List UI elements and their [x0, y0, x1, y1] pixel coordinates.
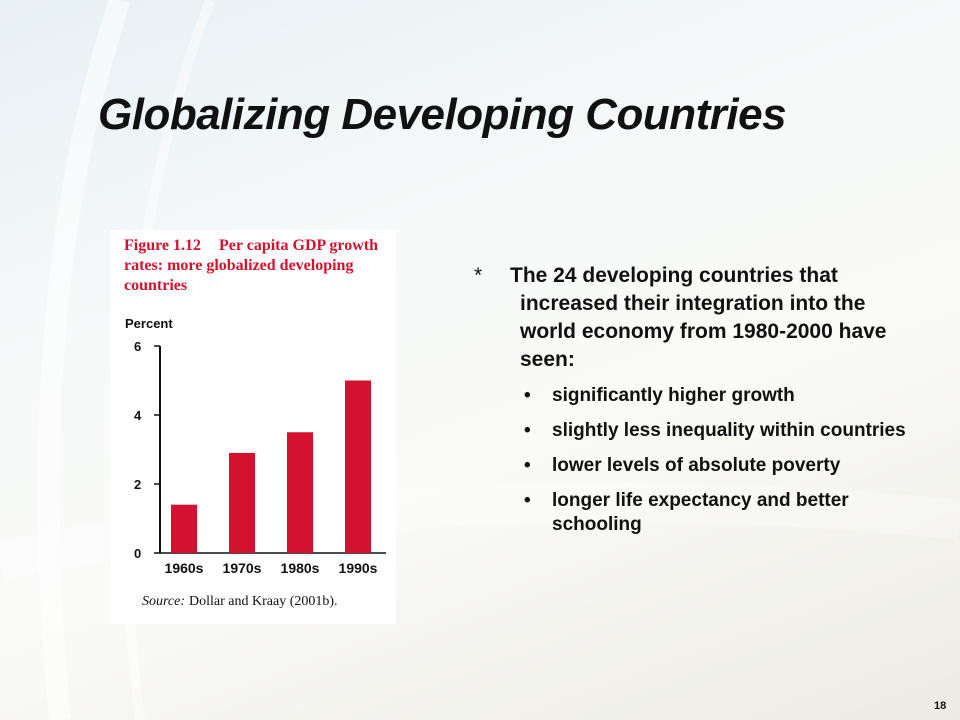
bullet-text: slightly less inequality within countrie… [552, 420, 906, 441]
y-tick-label: 6 [134, 339, 141, 354]
bullet-marker: • [524, 420, 531, 441]
bullet-marker: • [524, 385, 531, 406]
bar-1960s [171, 504, 197, 553]
x-tick-label: 1990s [339, 560, 378, 576]
source-label: Source: [142, 594, 186, 609]
content-text: * The 24 developing countries that incre… [474, 262, 924, 548]
chart-figure: Figure 1.12 Per capita GDP growth rates: … [110, 230, 396, 624]
bullet-item: • slightly less inequality within countri… [474, 419, 924, 443]
slide-title: Globalizing Developing Countries [98, 90, 787, 139]
figure-number: Figure 1.12 [124, 237, 202, 254]
bar-1970s [229, 452, 255, 553]
figure-caption-text: Per capita GDP growth rates: more global… [124, 237, 378, 294]
lead-paragraph: * The 24 developing countries that incre… [474, 262, 924, 374]
y-tick-label: 4 [134, 408, 142, 423]
figure-source: Source: Dollar and Kraay (2001b). [142, 594, 338, 610]
bullet-item: • significantly higher growth [474, 384, 924, 408]
x-tick-label: 1960s [165, 560, 204, 576]
x-tick-label: 1970s [223, 560, 262, 576]
figure-caption: Figure 1.12 Per capita GDP growth rates: … [124, 236, 389, 296]
lead-marker: * [474, 264, 483, 287]
lead-text: The 24 developing countries that increas… [510, 264, 887, 371]
bullet-text: longer life expectancy and better school… [552, 490, 849, 535]
bullet-marker: • [524, 455, 531, 476]
bar-chart: Percent 0 2 4 6 1960s 1970s 1980s 1990s [125, 316, 386, 576]
bar-1980s [287, 432, 313, 553]
y-tick-label: 2 [134, 477, 141, 492]
y-axis-label: Percent [125, 316, 173, 331]
bullet-list: • significantly higher growth • slightly l… [474, 384, 924, 537]
page-number: 18 [934, 700, 947, 712]
bullet-text: lower levels of absolute poverty [552, 455, 841, 476]
bullet-text: significantly higher growth [552, 385, 795, 406]
x-tick-label: 1980s [281, 560, 320, 576]
bullet-item: • longer life expectancy and better schoo… [474, 489, 924, 537]
bullet-item: • lower levels of absolute poverty [474, 454, 924, 478]
source-text: Dollar and Kraay (2001b). [189, 594, 338, 609]
y-tick-label: 0 [134, 546, 141, 561]
bullet-marker: • [524, 490, 531, 511]
bar-1990s [345, 380, 371, 553]
